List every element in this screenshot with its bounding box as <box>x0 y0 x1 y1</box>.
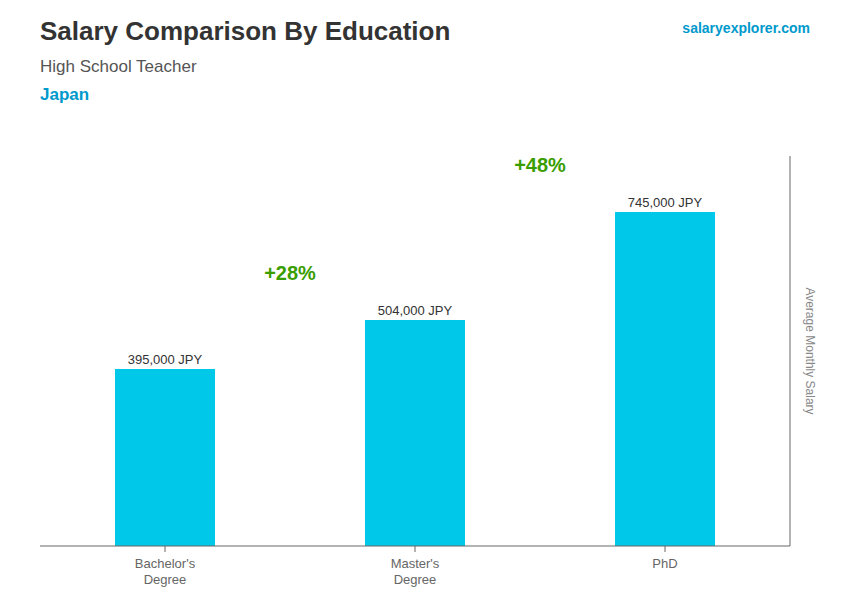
svg-text:+48%: +48% <box>514 154 566 176</box>
html-text:High School Teacher: High School Teacher <box>40 57 197 76</box>
html-text:Salary Comparison By Education: Salary Comparison By Education <box>40 16 451 46</box>
svg-text:Average Monthly Salary: Average Monthly Salary <box>803 287 817 414</box>
svg-text:745,000 JPY: 745,000 JPY <box>628 195 703 210</box>
html-text:salaryexplorer.com: salaryexplorer.com <box>682 20 810 36</box>
svg-text:395,000 JPY: 395,000 JPY <box>128 352 203 367</box>
svg-text:PhD: PhD <box>652 556 677 571</box>
html-text:Japan: Japan <box>40 85 90 104</box>
svg-text:Master'sDegree: Master'sDegree <box>391 556 440 587</box>
svg-text:Bachelor'sDegree: Bachelor'sDegree <box>135 556 196 587</box>
svg-text:+28%: +28% <box>264 262 316 284</box>
svg-text:504,000 JPY: 504,000 JPY <box>378 303 453 318</box>
